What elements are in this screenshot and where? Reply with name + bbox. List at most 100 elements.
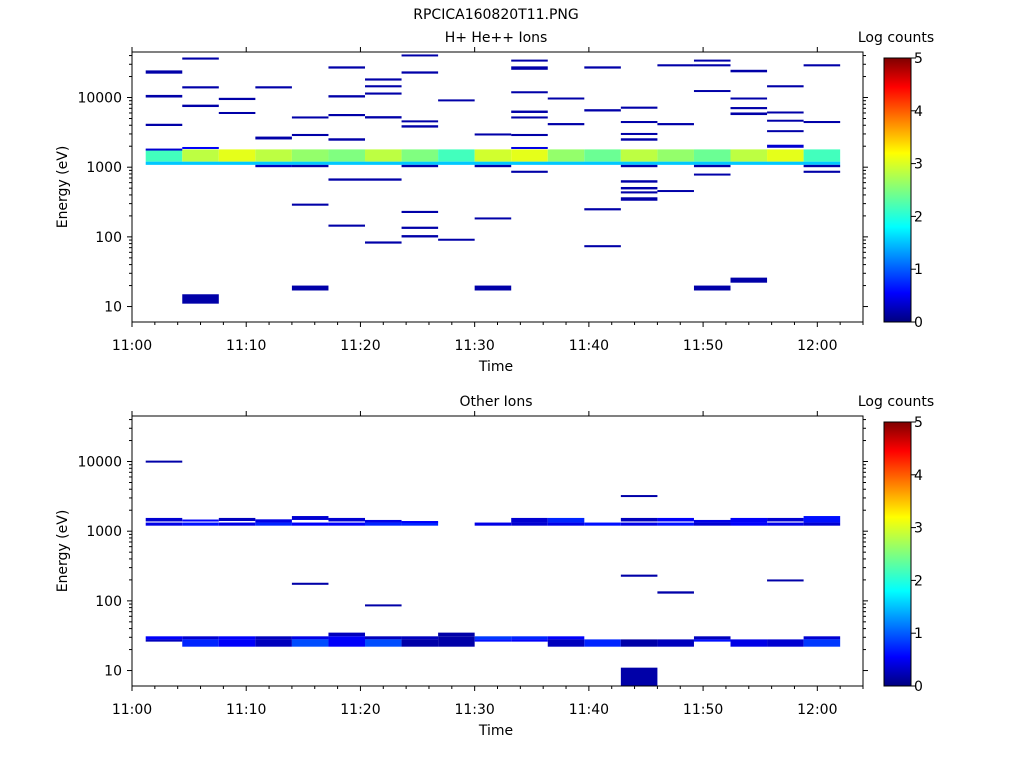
- heatmap-cell: [328, 114, 366, 117]
- heatmap-cell: [328, 517, 366, 522]
- heatmap-cell: [365, 519, 402, 523]
- heatmap-cell: [803, 170, 841, 173]
- heatmap-cell: [511, 146, 548, 149]
- heatmap-cell: [401, 54, 439, 57]
- heatmap-cell: [511, 110, 548, 113]
- heatmap-cell: [474, 639, 512, 642]
- heatmap-cell: [365, 178, 402, 181]
- heatmap-cell: [547, 639, 585, 647]
- heatmap-cell: [584, 639, 621, 647]
- heatmap-cell: [218, 97, 256, 101]
- heatmap-cell: [328, 178, 366, 181]
- heatmap-cell: [401, 164, 439, 168]
- heatmap-cell: [365, 149, 402, 162]
- heatmap-cell: [693, 522, 731, 526]
- heatmap-cell: [401, 210, 439, 213]
- heatmap-cell: [547, 517, 585, 523]
- colorbar-tick-label: 0: [914, 315, 923, 331]
- colorbar-tick-label: 4: [914, 468, 923, 484]
- heatmap-cell: [547, 97, 585, 100]
- heatmap-cell: [730, 112, 768, 116]
- heatmap-cell: [803, 522, 841, 526]
- x-tick-label: 11:00: [112, 338, 152, 354]
- heatmap-cell: [730, 277, 768, 283]
- heatmap-cell: [182, 104, 219, 108]
- x-axis-label: Time: [478, 723, 513, 739]
- heatmap-cell: [145, 522, 183, 526]
- heatmap-cell: [365, 639, 402, 647]
- heatmap-cell: [620, 164, 658, 168]
- heatmap-cell: [328, 138, 366, 141]
- heatmap-cell: [803, 64, 841, 67]
- heatmap-cell: [218, 111, 256, 114]
- heatmap-cell: [620, 186, 658, 190]
- heatmap-cell: [291, 133, 329, 137]
- y-axis-label: Energy (eV): [55, 510, 71, 593]
- y-tick-label: 1000: [86, 160, 122, 176]
- heatmap-cell: [365, 636, 402, 640]
- heatmap-cell: [620, 522, 658, 526]
- heatmap-cell: [291, 164, 329, 168]
- heatmap-cell: [693, 636, 731, 640]
- y-tick-label: 10000: [77, 91, 122, 107]
- heatmap-cell: [803, 639, 841, 647]
- colorbar-label: Log counts: [858, 394, 934, 410]
- heatmap-cell: [474, 149, 512, 162]
- heatmap-cell: [693, 173, 731, 176]
- heatmap-cell: [255, 519, 292, 523]
- panel-title: H+ He++ Ions: [445, 30, 548, 46]
- heatmap-cell: [620, 574, 658, 577]
- heatmap-cell: [584, 109, 621, 112]
- heatmap-cell: [182, 636, 219, 640]
- heatmap-cell: [291, 522, 329, 526]
- heatmap-cell: [730, 149, 768, 162]
- heatmap-cell: [401, 521, 439, 524]
- heatmap-cell: [291, 116, 329, 119]
- heatmap-cell: [365, 116, 402, 119]
- heatmap-cell: [584, 522, 621, 526]
- heatmap-cell: [657, 639, 694, 647]
- heatmap-cell: [255, 164, 292, 168]
- x-tick-label: 11:50: [683, 338, 723, 354]
- heatmap-cell: [767, 144, 804, 148]
- heatmap-cell: [657, 190, 694, 193]
- heatmap-cell: [328, 522, 366, 526]
- heatmap-cell: [730, 107, 768, 110]
- heatmap-cell: [401, 149, 439, 162]
- heatmap-cell: [255, 149, 292, 162]
- heatmap-cell: [620, 106, 658, 109]
- heatmap-cell: [803, 516, 841, 523]
- heatmap-cell: [620, 132, 658, 135]
- heatmap-cell: [255, 639, 292, 647]
- heatmap-cell: [547, 123, 585, 126]
- panel-title: Other Ions: [459, 394, 532, 410]
- heatmap-cell: [693, 90, 731, 93]
- heatmap-cell: [767, 111, 804, 114]
- y-tick-label: 10000: [77, 455, 122, 471]
- heatmap-cell: [547, 636, 585, 640]
- heatmap-cell: [657, 149, 694, 162]
- heatmap-cell: [401, 125, 439, 128]
- heatmap-cell: [511, 149, 548, 162]
- heatmap-cell: [730, 97, 768, 100]
- heatmap-cell: [693, 164, 731, 168]
- heatmap-cell: [328, 66, 366, 69]
- heatmap-cell: [511, 522, 548, 526]
- colorbar-tick-label: 1: [914, 626, 923, 642]
- colorbar-tick-label: 5: [914, 415, 923, 431]
- heatmap-cell: [255, 636, 292, 640]
- heatmap-cell: [474, 522, 512, 526]
- heatmap-cell: [511, 116, 548, 119]
- heatmap-cell: [620, 667, 658, 686]
- x-tick-label: 11:00: [112, 702, 152, 718]
- colorbar-tick-label: 3: [914, 157, 923, 173]
- x-axis-label: Time: [478, 359, 513, 375]
- heatmap-cell: [182, 639, 219, 647]
- heatmap-cell: [584, 208, 621, 211]
- heatmap-cell: [767, 85, 804, 88]
- heatmap-cell: [657, 64, 694, 67]
- heatmap-cell: [182, 86, 219, 89]
- x-tick-label: 11:40: [569, 338, 609, 354]
- heatmap-cell: [730, 69, 768, 73]
